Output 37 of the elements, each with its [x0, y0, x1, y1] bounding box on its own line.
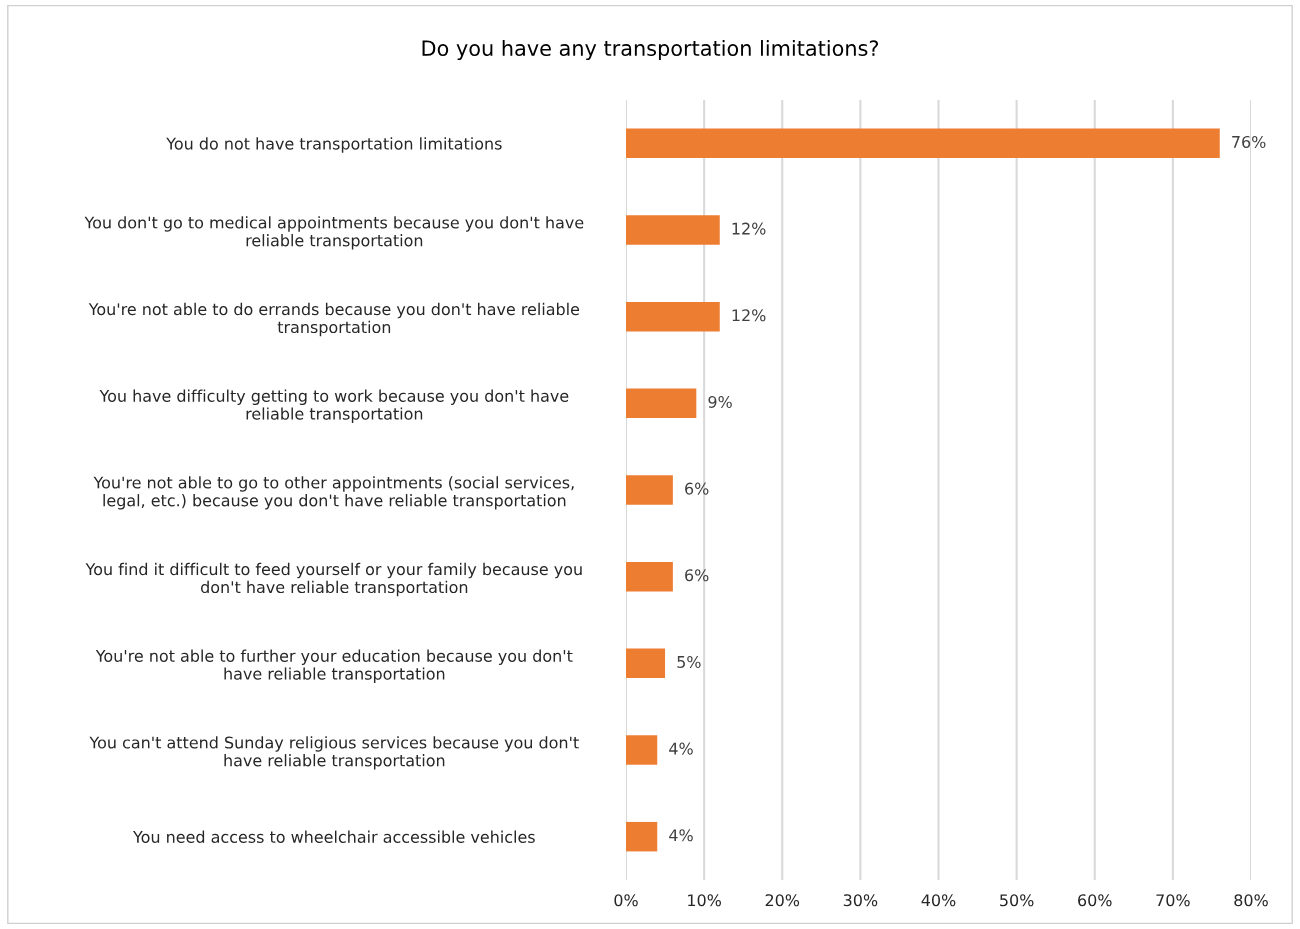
x-tick-label: 70%: [1156, 894, 1190, 907]
y-tick-label: You don't go to medical appointments because you don't have reliable transportation: [84, 216, 584, 250]
y-tick-label: You're not able to do errands because you don't have reliable transportation: [88, 302, 580, 337]
x-tick-label: 60%: [1078, 894, 1112, 907]
bar: [626, 821, 658, 852]
y-tick-label: You're not able to go to other appointments (social services, legal, etc.) because you don't have reliable transportation: [93, 476, 574, 510]
bar: [626, 561, 673, 592]
bar: [626, 301, 720, 332]
y-tick-label: You have difficulty getting to work because you don't have reliable transportation: [99, 389, 569, 423]
x-tick-label: 20%: [765, 894, 800, 907]
bar: [626, 735, 658, 765]
x-tick-label: 10%: [688, 894, 721, 907]
y-tick-label: You're not able to further your education because you don't have reliable transportation: [95, 649, 573, 683]
bar: [626, 388, 697, 419]
data-label: 4%: [669, 742, 693, 755]
bar: [626, 648, 666, 679]
bar: [626, 215, 720, 245]
data-label: 5%: [677, 655, 701, 668]
x-tick-label: 50%: [1000, 894, 1034, 907]
data-label: 12%: [732, 309, 766, 322]
y-tick-label: You do not have transportation limitations: [166, 137, 502, 153]
chart-title: Do you have any transportation limitations?: [422, 39, 879, 61]
data-label: 4%: [669, 829, 693, 842]
bar: [626, 475, 673, 505]
data-label: 9%: [708, 395, 732, 408]
data-label: 6%: [685, 569, 709, 582]
x-tick-label: 0%: [614, 894, 638, 907]
data-label: 76%: [1232, 135, 1266, 148]
x-tick-label: 80%: [1234, 894, 1268, 907]
data-label: 6%: [685, 482, 709, 495]
x-tick-label: 30%: [843, 894, 878, 907]
y-tick-label: You need access to wheelchair accessible vehicles: [132, 830, 535, 843]
data-label: 12%: [732, 222, 766, 235]
bar: [626, 128, 1220, 159]
y-tick-label: You find it difficult to feed yourself or your family because you don't have reliable transportation: [85, 562, 582, 597]
x-tick-label: 40%: [921, 894, 956, 907]
y-tick-label: You can't attend Sunday religious services because you don't have reliable transportation: [89, 736, 579, 770]
